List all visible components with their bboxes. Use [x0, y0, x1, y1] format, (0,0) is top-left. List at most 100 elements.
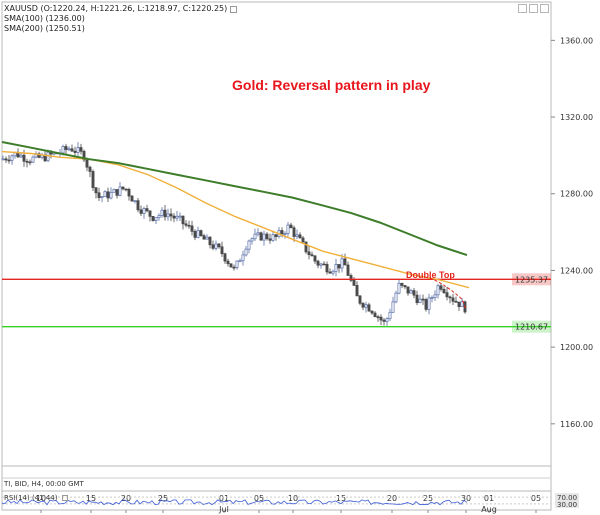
candle-body — [73, 150, 77, 153]
chart-title: Gold: Reversal pattern in play — [232, 77, 431, 93]
x-tick-label: 15 — [336, 494, 346, 503]
candle-body — [427, 297, 431, 310]
candle-body — [1, 158, 5, 161]
candle-body — [88, 166, 92, 172]
x-tick-label: 25 — [423, 494, 433, 503]
candle-body — [151, 216, 155, 221]
candle-body — [7, 159, 11, 162]
candle-body — [112, 189, 116, 193]
candle-body — [79, 147, 83, 152]
candle-body — [310, 254, 314, 257]
candle-body — [424, 299, 428, 310]
candle-body — [457, 301, 461, 308]
candle-body — [214, 243, 218, 249]
candle-body — [172, 215, 176, 219]
horizontal-levels: 1235.37 1210.67 — [2, 273, 551, 333]
chart-frame — [1, 1, 552, 511]
candle-body — [391, 301, 395, 313]
candle-body — [217, 243, 221, 248]
moving-averages: Double Top — [1, 141, 470, 309]
candle-body — [334, 264, 338, 272]
candle-body — [364, 304, 368, 308]
level-tag-label: 1235.37 — [515, 275, 548, 284]
double-top-projection — [429, 277, 467, 309]
x-month-label: Aug — [481, 505, 497, 514]
candle-body — [238, 260, 242, 263]
candle-body — [451, 297, 455, 302]
candle-body — [370, 310, 374, 314]
candle-body — [118, 186, 122, 196]
axes: 1360.00 1320.00 1280.00 1240.00 1200.00 1160.… — [36, 36, 593, 514]
candle-body — [37, 153, 41, 158]
candle-body — [154, 217, 158, 221]
candle-body — [406, 286, 410, 294]
y-tick-label: 1280.00 — [560, 190, 593, 199]
x-tick-label: 15 — [86, 494, 96, 503]
candle-body — [346, 264, 350, 276]
x-tick-label: 01 — [219, 494, 229, 503]
rsi-line — [1, 499, 468, 506]
candle-body — [46, 151, 50, 162]
legend-main-text: XAUUSD (O:1220.24, H:1221.26, L:1218.97,… — [4, 4, 228, 13]
candle-body — [298, 234, 302, 239]
candle-body — [295, 234, 299, 237]
close-icon[interactable] — [540, 4, 549, 13]
candle-body — [226, 260, 230, 265]
legend-row-sma100: SMA(100) (1236.00) — [4, 14, 237, 24]
candle-body — [202, 235, 206, 240]
x-tick-label: 01 — [484, 494, 494, 503]
candle-body — [241, 254, 245, 262]
candle-body — [145, 208, 149, 212]
maximize-icon[interactable] — [529, 4, 538, 13]
candle-body — [124, 188, 128, 191]
candle-body — [250, 238, 254, 242]
rsi-label-wrap: RSI(14) (41.44) — [4, 494, 68, 502]
rsi-settings-box-icon[interactable] — [61, 495, 68, 501]
candle-body — [121, 186, 125, 190]
legend-sma200-text: SMA(200) (1250.51) — [4, 24, 85, 33]
settings-box-icon[interactable] — [230, 5, 238, 13]
footer-label: TI, BID, H4, 00:00 GMT — [4, 480, 84, 488]
minimize-icon[interactable] — [518, 4, 527, 13]
candle-body — [220, 246, 224, 255]
candle-body — [352, 280, 356, 286]
candle-body — [82, 150, 86, 161]
candle-body — [268, 238, 272, 241]
rsi-level-tag-bg — [555, 493, 579, 502]
candle-body — [184, 223, 188, 226]
y-tick-label: 1200.00 — [560, 343, 593, 352]
candle-body — [19, 154, 23, 158]
candle-body — [100, 196, 104, 199]
candle-body — [91, 171, 95, 189]
candle-body — [460, 301, 464, 308]
candle-body — [136, 200, 140, 211]
candle-body — [235, 260, 239, 268]
candle-body — [163, 209, 167, 218]
candle-body — [178, 215, 182, 218]
sma100-line — [1, 150, 470, 289]
candle-body — [274, 234, 278, 237]
candle-body — [403, 285, 407, 288]
x-tick-label: 10 — [288, 494, 298, 503]
candle-body — [373, 312, 377, 318]
candle-body — [304, 241, 308, 253]
candle-body — [394, 292, 398, 303]
candle-body — [397, 282, 401, 294]
candle-body — [127, 189, 131, 197]
candle-body — [22, 154, 26, 162]
legend-row-sma200: SMA(200) (1250.51) — [4, 24, 237, 34]
candle-body — [328, 271, 332, 274]
candle-body — [430, 297, 434, 299]
candle-body — [262, 233, 266, 241]
candle-body — [76, 147, 80, 153]
candle-body — [316, 260, 320, 266]
candle-body — [211, 244, 215, 249]
candle-body — [133, 200, 137, 203]
candle-body — [439, 285, 443, 290]
candle-body — [190, 225, 194, 232]
candle-body — [265, 233, 269, 240]
candle-body — [10, 155, 14, 161]
candle-body — [445, 292, 449, 298]
candle-body — [181, 215, 185, 225]
